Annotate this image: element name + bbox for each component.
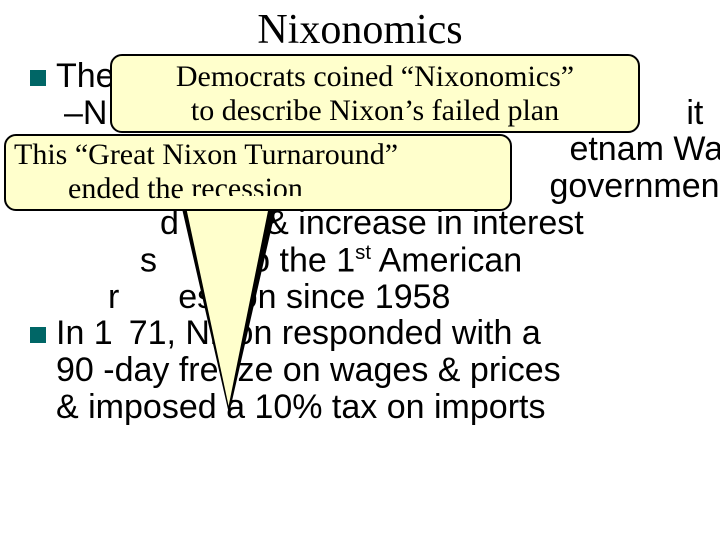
callout-tail-cover bbox=[180, 196, 310, 208]
body-line9: 90 -day freeze on wages & prices bbox=[56, 351, 561, 389]
slide-title: Nixonomics bbox=[12, 6, 708, 54]
body-line3: etnam War bbox=[569, 130, 720, 168]
subline-7: 90 -day freeze on wages & prices bbox=[30, 352, 708, 389]
callout1-line2: to describe Nixon’s failed plan bbox=[122, 94, 628, 128]
slide: Nixonomics The –N it etnam War governmen… bbox=[0, 0, 720, 540]
body-line4: government bbox=[549, 167, 720, 205]
body-line7a: r bbox=[108, 278, 119, 316]
bullet-2: In 1 71, Nixon responded with a bbox=[30, 315, 708, 352]
body-line2a: –N bbox=[64, 94, 107, 132]
body-line1: The bbox=[56, 58, 115, 95]
body-line8b: 71, Nixon responded with a bbox=[129, 315, 541, 352]
subline-6: r ession since 1958 bbox=[30, 279, 708, 316]
body-line6b: American bbox=[371, 241, 522, 279]
body-line8a: In 1 bbox=[56, 315, 113, 352]
subline-5: s d to the 1st American bbox=[30, 242, 708, 279]
square-bullet-icon bbox=[30, 327, 46, 343]
callout2-line1: This “Great Nixon Turnaround” bbox=[14, 138, 502, 172]
body-line6-sup: st bbox=[355, 242, 371, 264]
square-bullet-icon bbox=[30, 70, 46, 86]
subline-8: & imposed a 10% tax on imports bbox=[30, 389, 708, 426]
body-line10: & imposed a 10% tax on imports bbox=[56, 388, 545, 426]
body-line2b: it bbox=[686, 94, 703, 132]
callout-nixonomics: Democrats coined “Nixonomics” to describ… bbox=[110, 54, 640, 133]
body-mid-s: s bbox=[140, 241, 157, 279]
callout1-line1: Democrats coined “Nixonomics” bbox=[122, 60, 628, 94]
